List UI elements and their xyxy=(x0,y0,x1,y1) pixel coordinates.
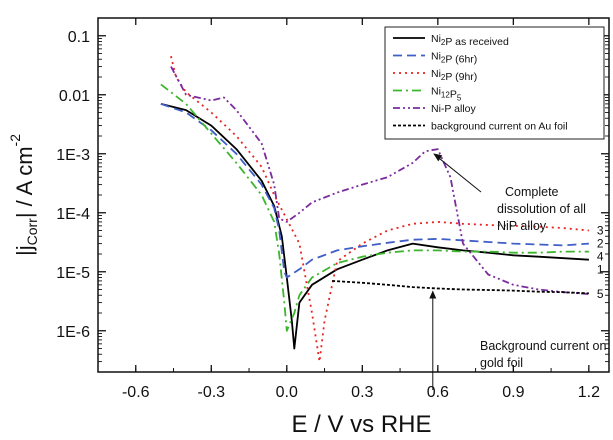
y-axis-title: |jCorr| / A cm-2 xyxy=(7,134,40,256)
legend-label: Ni2P as received xyxy=(431,33,509,48)
legend-label: background current on Au foil xyxy=(431,121,568,133)
curve-number-label: 4 xyxy=(597,250,604,264)
legend-label: Ni-P alloy xyxy=(431,103,476,115)
x-tick-label: 0.0 xyxy=(276,384,298,401)
x-tick-label: 0.3 xyxy=(351,384,373,401)
x-tick-label: -0.6 xyxy=(122,384,150,401)
annotation-arrowhead xyxy=(433,153,443,162)
series-line-4 xyxy=(160,83,589,332)
curve-number-label: 1 xyxy=(597,263,604,277)
series-line-1 xyxy=(160,103,589,350)
curve-number-label: 5 xyxy=(597,287,604,301)
y-tick-label: 1E-3 xyxy=(56,147,90,164)
y-axis-title-text: |jCorr| / A cm-2 xyxy=(7,134,40,256)
y-tick-label: 1E-4 xyxy=(56,206,90,223)
annotation-text: dissolution of all xyxy=(497,202,586,216)
annotation-text: Background current on xyxy=(480,339,607,353)
annotation-arrow xyxy=(433,153,482,193)
legend-box xyxy=(384,26,605,140)
series-line-6 xyxy=(332,280,589,295)
curve-number-label: 3 xyxy=(597,224,604,238)
x-tick-label: 1.2 xyxy=(578,384,600,401)
curve-number-label: 2 xyxy=(597,237,604,251)
annotation-text: gold foil xyxy=(480,356,523,370)
series-line-2 xyxy=(160,103,589,279)
x-tick-label: 0.9 xyxy=(502,384,524,401)
legend-label: Ni2P (6hr) xyxy=(431,51,477,66)
annotation-text: Complete xyxy=(505,185,559,199)
x-axis-title: E / V vs RHE xyxy=(291,411,431,438)
axis-ticks: -0.6 -0.3 0.0 0.3 0.6 0.9 1.2 1E-6 1E-5 1E-4 1E-3 0… xyxy=(56,17,609,401)
y-tick-label: 1E-5 xyxy=(56,265,90,282)
y-tick-label: 1E-6 xyxy=(56,324,90,341)
annotation-arrowhead xyxy=(429,290,437,299)
annotations: Complete dissolution of all NiP alloy Backg… xyxy=(429,153,607,390)
legend: Ni2P as received Ni2P (6hr) Ni2P (9hr) Ni12… xyxy=(384,26,605,140)
y-tick-label: 0.1 xyxy=(68,29,90,46)
y-tick-label: 0.01 xyxy=(59,88,90,105)
legend-label: Ni2P (9hr) xyxy=(431,68,477,83)
legend-label: Ni12P5 xyxy=(431,86,462,103)
x-tick-label: 0.6 xyxy=(427,384,449,401)
x-tick-label: -0.3 xyxy=(197,384,225,401)
series-line-5 xyxy=(170,66,589,295)
annotation-text: NiP alloy xyxy=(497,219,547,233)
